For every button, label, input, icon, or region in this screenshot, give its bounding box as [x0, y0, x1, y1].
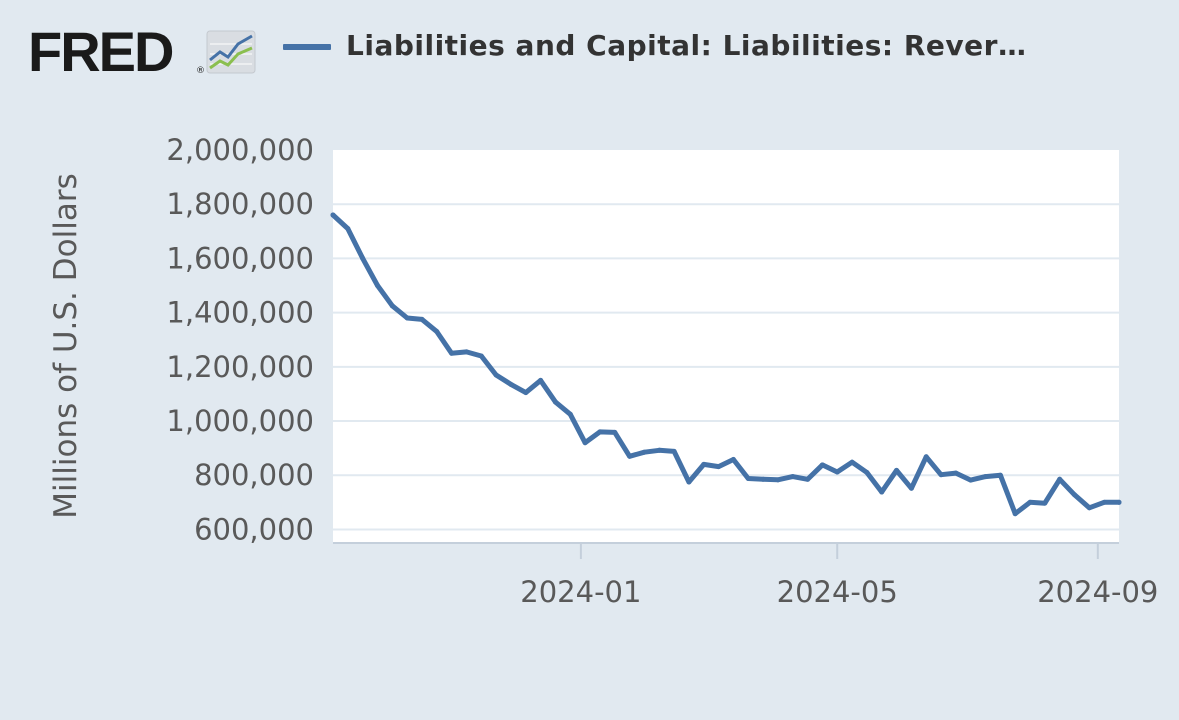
data-point[interactable] — [1086, 505, 1092, 511]
y-tick-label: 1,200,000 — [166, 350, 314, 384]
y-axis-ticks: 600,000 800,000 1,000,000 1,200,000 1,400,00… — [166, 133, 314, 546]
y-tick-label: 800,000 — [194, 458, 314, 492]
legend-swatch — [283, 44, 331, 50]
data-point[interactable] — [567, 411, 573, 417]
data-point[interactable] — [775, 477, 781, 483]
data-point[interactable] — [627, 453, 633, 459]
data-point[interactable] — [330, 212, 336, 218]
plot-area — [333, 150, 1119, 543]
data-point[interactable] — [1116, 499, 1122, 505]
x-axis-ticks: 2024-01 2024-05 2024-09 — [520, 543, 1158, 609]
y-tick-label: 1,800,000 — [166, 187, 314, 221]
data-point[interactable] — [790, 474, 796, 480]
data-point[interactable] — [894, 467, 900, 473]
data-point[interactable] — [923, 454, 929, 460]
data-point[interactable] — [641, 449, 647, 455]
y-tick-label: 1,600,000 — [166, 241, 314, 275]
data-point[interactable] — [834, 469, 840, 475]
data-point[interactable] — [716, 464, 722, 470]
chart-header: FRED ® Liabilities and Capital: Liabilit… — [0, 0, 1179, 100]
data-point[interactable] — [345, 226, 351, 232]
data-point[interactable] — [805, 476, 811, 482]
y-tick-label: 2,000,000 — [166, 133, 314, 167]
data-point[interactable] — [879, 489, 885, 495]
data-point[interactable] — [745, 475, 751, 481]
x-tick-label: 2024-09 — [1037, 575, 1158, 609]
registered-mark: ® — [196, 66, 205, 76]
x-tick-label: 2024-01 — [520, 575, 641, 609]
data-point[interactable] — [760, 476, 766, 482]
data-point[interactable] — [389, 303, 395, 309]
y-tick-label: 600,000 — [194, 512, 314, 546]
y-tick-label: 1,000,000 — [166, 404, 314, 438]
data-point[interactable] — [612, 429, 618, 435]
x-tick-label: 2024-05 — [777, 575, 898, 609]
data-point[interactable] — [997, 472, 1003, 478]
data-point[interactable] — [493, 372, 499, 378]
data-point[interactable] — [983, 474, 989, 480]
fred-trend-icon — [206, 30, 256, 74]
data-point[interactable] — [656, 447, 662, 453]
series-group — [330, 212, 1122, 517]
data-point[interactable] — [730, 457, 736, 463]
data-point[interactable] — [374, 283, 380, 289]
data-point[interactable] — [582, 440, 588, 446]
data-point[interactable] — [1012, 511, 1018, 517]
data-point[interactable] — [1057, 476, 1063, 482]
y-tick-label: 1,400,000 — [166, 296, 314, 330]
data-point[interactable] — [908, 485, 914, 491]
data-point[interactable] — [701, 461, 707, 467]
data-point[interactable] — [1101, 499, 1107, 505]
data-point[interactable] — [1027, 499, 1033, 505]
data-point[interactable] — [360, 255, 366, 261]
data-point[interactable] — [938, 472, 944, 478]
data-point[interactable] — [686, 479, 692, 485]
data-point[interactable] — [523, 390, 529, 396]
data-point[interactable] — [849, 459, 855, 465]
data-point[interactable] — [819, 462, 825, 468]
data-point[interactable] — [552, 399, 558, 405]
data-point[interactable] — [419, 316, 425, 322]
data-point[interactable] — [1042, 500, 1048, 506]
fred-logo[interactable]: FRED — [28, 20, 174, 83]
data-point[interactable] — [538, 377, 544, 383]
data-point[interactable] — [449, 350, 455, 356]
data-point[interactable] — [671, 448, 677, 454]
legend-series-label[interactable]: Liabilities and Capital: Liabilities: Re… — [346, 29, 1027, 62]
data-point[interactable] — [968, 477, 974, 483]
data-point[interactable] — [463, 349, 469, 355]
data-point[interactable] — [597, 429, 603, 435]
data-point[interactable] — [953, 470, 959, 476]
data-point[interactable] — [404, 315, 410, 321]
data-point[interactable] — [434, 329, 440, 335]
data-point[interactable] — [864, 470, 870, 476]
data-point[interactable] — [478, 353, 484, 359]
data-point[interactable] — [508, 381, 514, 387]
data-point[interactable] — [1072, 492, 1078, 498]
y-axis-label: Millions of U.S. Dollars — [48, 173, 84, 518]
